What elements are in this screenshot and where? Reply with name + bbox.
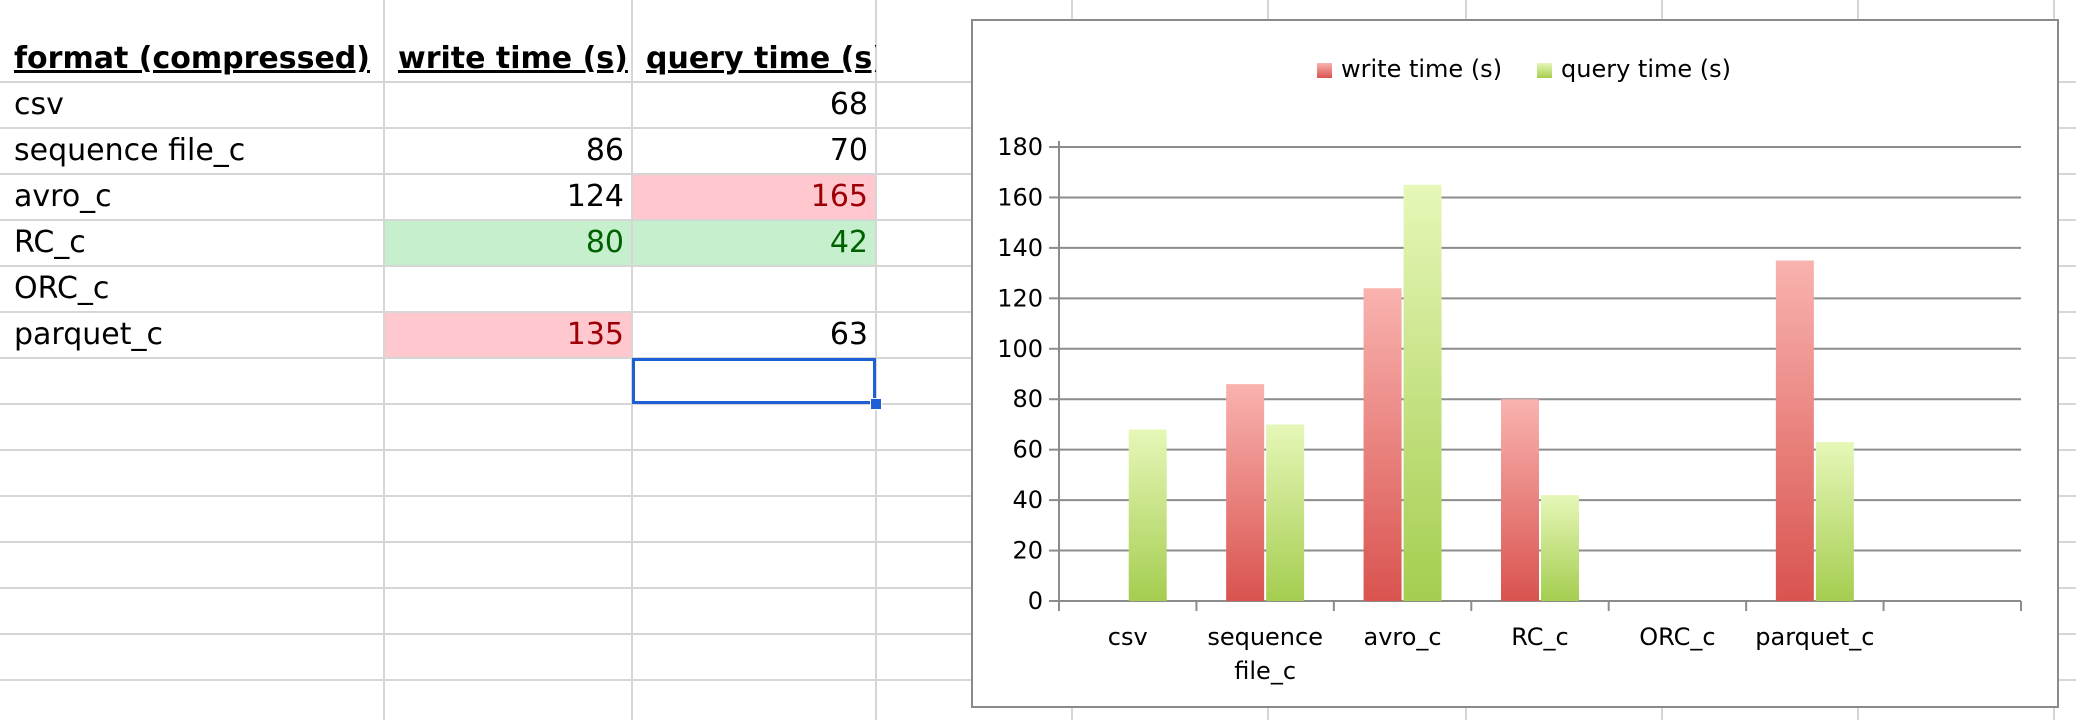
write-time-cell[interactable] (384, 82, 632, 128)
y-tick-label: 180 (997, 133, 1043, 161)
column-header[interactable]: format (compressed) (14, 41, 370, 76)
x-category-label: RC_c (1511, 623, 1568, 651)
fill-handle[interactable] (870, 398, 882, 410)
legend-label: write time (s) (1341, 55, 1502, 83)
y-tick-label: 80 (1012, 385, 1043, 413)
chart-panel[interactable]: 0 20 40 60 80 100 120 140 160 180 csv sequence file_… (971, 19, 2059, 708)
x-category-label: ORC_c (1639, 623, 1715, 651)
format-cell[interactable]: parquet_c (14, 317, 164, 352)
y-tick-label: 0 (1028, 587, 1043, 615)
query-time-bar (1403, 184, 1442, 602)
legend-swatch (1537, 63, 1552, 78)
query-time-cell[interactable]: 42 (829, 225, 868, 260)
query-time-bar (1815, 442, 1854, 601)
query-time-bar (1128, 429, 1167, 601)
write-time-cell[interactable]: 86 (585, 133, 624, 168)
bar-chart: 0 20 40 60 80 100 120 140 160 180 csv sequence file_… (997, 55, 2022, 685)
format-cell[interactable]: csv (14, 87, 64, 122)
write-time-cell[interactable]: 80 (585, 225, 624, 260)
write-time-cell[interactable] (384, 266, 632, 312)
query-time-cell[interactable]: 68 (829, 87, 868, 122)
x-category-label: csv (1108, 623, 1148, 651)
y-tick-label: 100 (997, 335, 1043, 363)
y-tick-label: 160 (997, 183, 1043, 211)
query-time-cell[interactable]: 165 (810, 179, 868, 214)
legend-swatch (1317, 63, 1332, 78)
y-tick-label: 120 (997, 284, 1043, 312)
write-time-bar (1363, 288, 1402, 601)
x-category-label: avro_c (1364, 623, 1442, 651)
y-tick-label: 60 (1012, 436, 1043, 464)
format-cell[interactable]: RC_c (14, 225, 86, 260)
grid-line (383, 0, 385, 720)
y-tick-label: 40 (1012, 486, 1043, 514)
write-time-bar (1775, 260, 1814, 601)
query-time-cell[interactable] (632, 266, 876, 312)
grid-line (875, 0, 877, 720)
highlight-fill (632, 220, 876, 266)
x-category-label: file_c (1234, 657, 1296, 685)
query-time-bar (1266, 424, 1305, 601)
x-category-label: parquet_c (1755, 623, 1874, 651)
write-time-bar (1501, 399, 1539, 601)
format-cell[interactable]: avro_c (14, 179, 112, 214)
column-header[interactable]: query time (s) (646, 41, 876, 76)
write-time-cell[interactable]: 135 (566, 317, 624, 352)
query-time-cell[interactable]: 63 (829, 317, 868, 352)
highlight-fill (384, 220, 632, 266)
write-time-bar (1226, 384, 1265, 601)
query-time-bar (1541, 495, 1579, 601)
y-tick-label: 140 (997, 234, 1043, 262)
query-time-cell[interactable]: 70 (829, 133, 868, 168)
highlight-fill (384, 312, 632, 358)
y-tick-label: 20 (1012, 537, 1043, 565)
column-header[interactable]: write time (s) (398, 41, 628, 76)
format-cell[interactable]: ORC_c (14, 271, 110, 306)
write-time-cell[interactable]: 124 (566, 179, 624, 214)
format-cell[interactable]: sequence file_c (14, 133, 246, 168)
selected-cell[interactable] (632, 358, 876, 404)
x-category-label: sequence (1207, 623, 1323, 651)
legend-label: query time (s) (1561, 55, 1731, 83)
highlight-fill (632, 174, 876, 220)
